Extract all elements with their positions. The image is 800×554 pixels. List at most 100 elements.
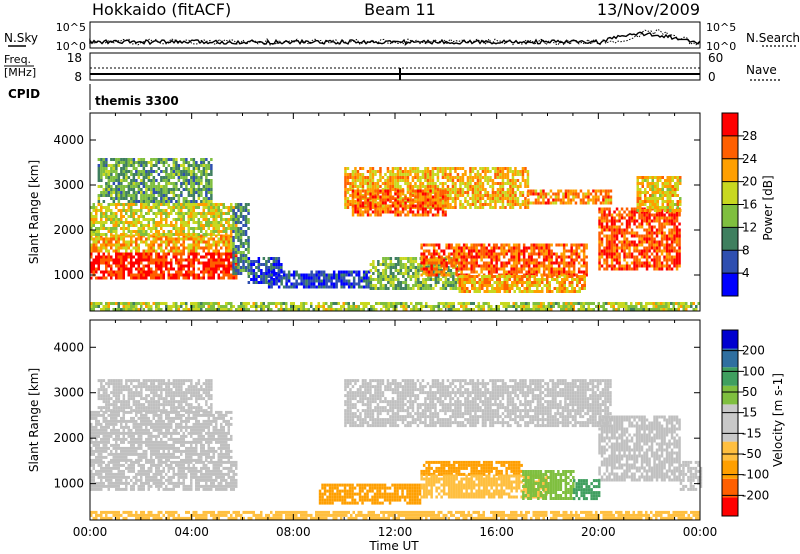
data-cell xyxy=(112,176,116,179)
data-cell xyxy=(157,173,161,176)
data-cell xyxy=(195,273,198,277)
data-cell xyxy=(645,249,649,253)
data-cell xyxy=(132,261,135,265)
data-cell xyxy=(160,221,163,224)
data-cell xyxy=(145,230,148,233)
data-cell xyxy=(661,200,664,203)
data-cell xyxy=(396,213,400,217)
data-cell xyxy=(475,258,478,262)
data-cell xyxy=(140,203,143,206)
data-cell xyxy=(501,179,505,182)
data-cell xyxy=(653,237,656,241)
data-cell xyxy=(664,185,667,188)
data-cell xyxy=(603,213,606,217)
data-cell xyxy=(239,206,243,209)
data-cell xyxy=(160,212,163,215)
data-cell xyxy=(569,192,573,196)
data-cell xyxy=(651,179,654,182)
data-cell xyxy=(102,188,106,191)
data-cell xyxy=(297,276,301,280)
data-cell xyxy=(257,269,261,272)
data-cell xyxy=(379,176,382,179)
data-cell xyxy=(442,249,446,253)
data-cell xyxy=(577,261,581,265)
data-cell xyxy=(409,173,412,176)
data-cell xyxy=(242,263,245,266)
data-cell xyxy=(175,270,178,274)
data-cell xyxy=(605,207,609,211)
data-cell xyxy=(376,210,380,214)
data-cell xyxy=(137,230,140,233)
data-cell xyxy=(182,221,185,224)
data-cell xyxy=(295,270,298,274)
data-cell xyxy=(180,237,183,241)
data-cell xyxy=(239,245,243,248)
data-cell xyxy=(431,204,435,208)
data-cell xyxy=(230,237,233,241)
data-cell xyxy=(535,267,538,271)
data-cell xyxy=(479,194,482,197)
data-cell xyxy=(132,191,136,194)
data-cell xyxy=(212,240,215,244)
data-cell xyxy=(483,278,486,281)
data-cell xyxy=(197,185,201,188)
data-cell xyxy=(137,273,140,277)
data-cell xyxy=(664,209,667,212)
data-cell xyxy=(397,260,400,263)
data-cell xyxy=(389,188,392,191)
data-cell xyxy=(302,285,306,289)
data-cell xyxy=(389,210,392,214)
data-cell xyxy=(510,249,513,253)
data-cell xyxy=(419,170,422,173)
data-cell xyxy=(491,194,495,197)
data-cell xyxy=(577,195,580,199)
data-cell xyxy=(484,176,487,179)
data-cell xyxy=(432,287,435,290)
data-cell xyxy=(427,287,430,290)
data-cell xyxy=(217,243,220,247)
data-cell xyxy=(668,255,671,259)
data-cell xyxy=(613,243,616,247)
data-cell xyxy=(655,258,659,262)
data-cell xyxy=(165,167,168,170)
data-cell xyxy=(364,195,367,199)
data-cell xyxy=(115,240,118,244)
data-cell xyxy=(192,233,195,236)
data-cell xyxy=(130,261,133,265)
data-cell xyxy=(608,219,611,223)
data-cell xyxy=(140,240,143,244)
data-cell xyxy=(207,179,211,182)
data-cell xyxy=(534,189,538,193)
data-cell xyxy=(122,176,126,179)
data-cell xyxy=(142,206,145,209)
data-cell xyxy=(152,164,156,167)
data-cell xyxy=(636,197,639,200)
data-cell xyxy=(435,258,438,262)
data-cell xyxy=(222,276,225,280)
data-cell xyxy=(625,261,629,265)
data-cell xyxy=(147,170,151,173)
data-cell xyxy=(592,195,595,199)
data-cell xyxy=(384,278,388,281)
data-cell xyxy=(205,197,208,200)
data-cell xyxy=(542,252,546,256)
data-cell xyxy=(152,188,156,191)
data-cell xyxy=(217,230,220,233)
data-cell xyxy=(142,161,146,164)
data-cell xyxy=(490,246,493,250)
data-cell xyxy=(502,249,506,253)
data-cell xyxy=(602,201,605,205)
data-cell xyxy=(130,164,133,167)
data-cell xyxy=(618,258,621,262)
data-cell xyxy=(115,161,118,164)
data-cell xyxy=(107,173,111,176)
data-cell xyxy=(210,188,213,191)
data-cell xyxy=(389,281,393,284)
data-cell xyxy=(527,255,531,259)
data-cell xyxy=(175,203,178,206)
data-cell xyxy=(557,198,560,202)
data-cell xyxy=(638,222,641,226)
data-cell xyxy=(210,182,213,185)
data-cell xyxy=(335,279,338,283)
data-cell xyxy=(369,192,372,196)
